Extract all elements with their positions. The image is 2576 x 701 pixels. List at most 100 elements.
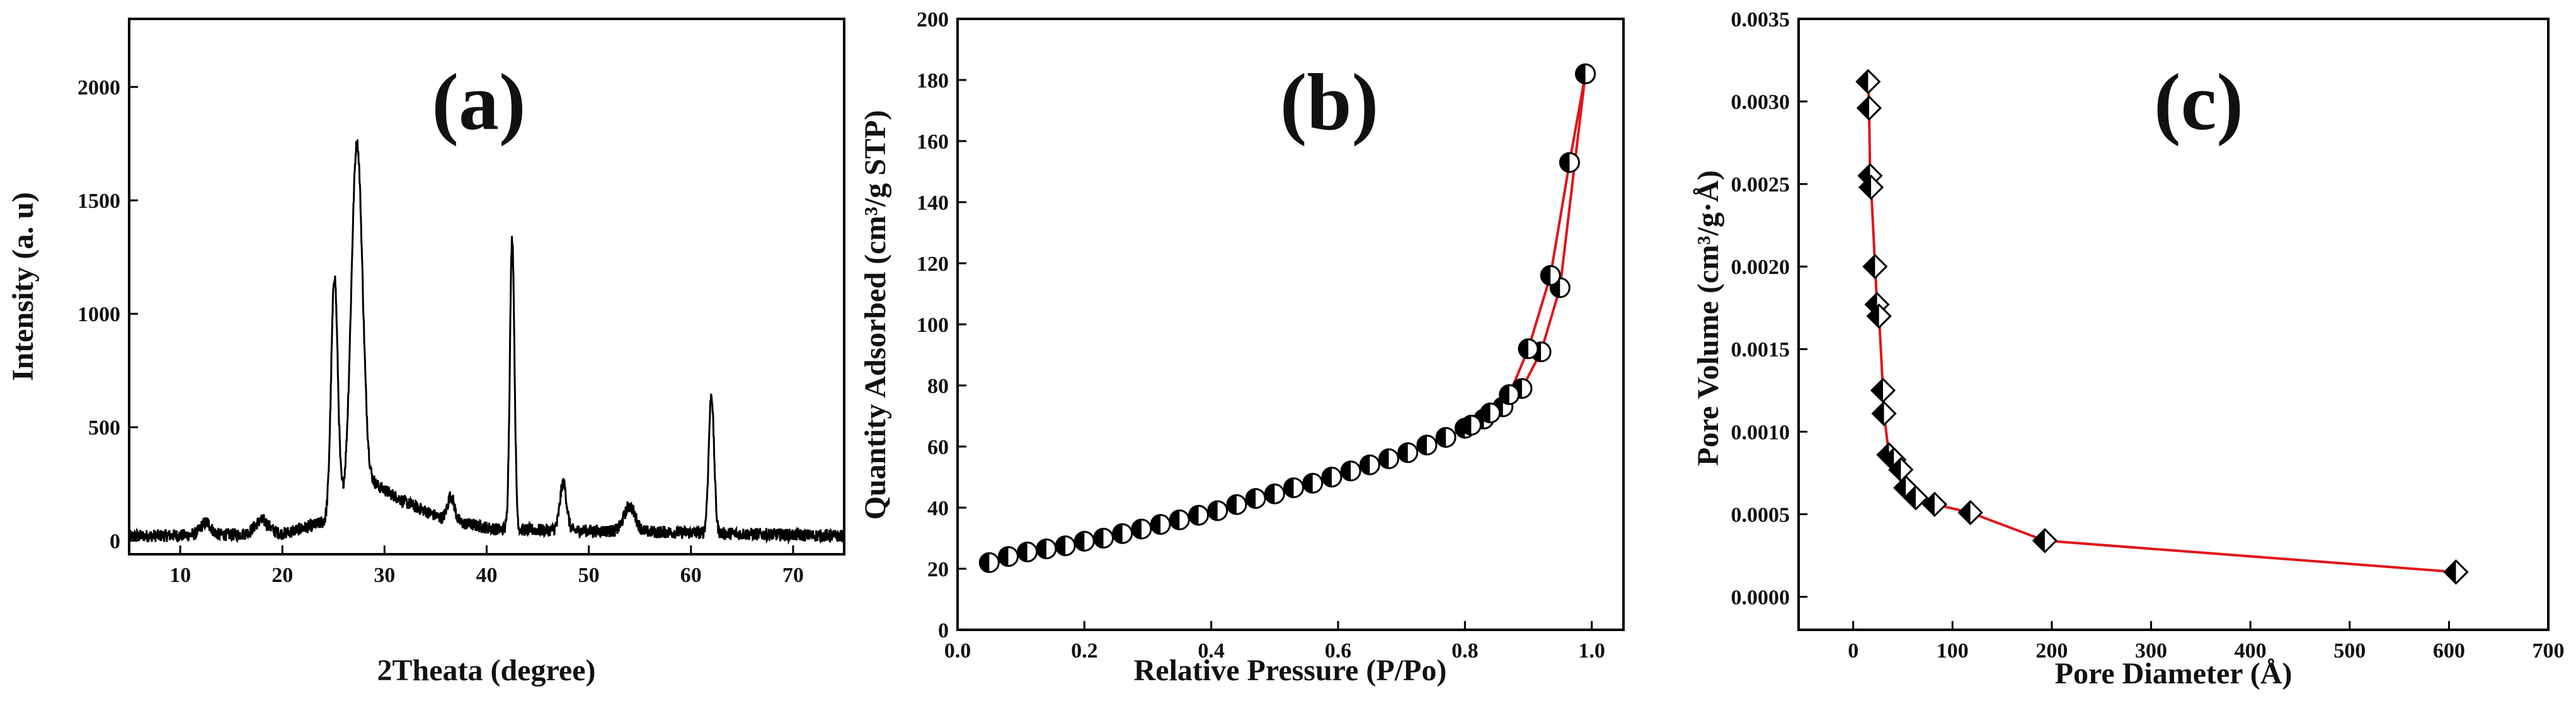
pore-distribution-markers: [1855, 69, 2469, 585]
x-tick-label: 100: [1937, 639, 1969, 663]
panel-c-series: [1855, 69, 2469, 585]
adsorption-point: [1302, 472, 1324, 494]
panel-b-label: (b): [1280, 57, 1378, 147]
pore-point: [1870, 377, 1896, 403]
x-tick-label: 0.6: [1325, 639, 1352, 663]
adsorption-point: [1093, 528, 1114, 549]
panel-a-y-axis-label: Intensity (a. u): [6, 192, 40, 381]
desorption-point: [1540, 265, 1561, 286]
panel-a-ticks: [129, 86, 794, 554]
x-tick-label: 60: [680, 564, 702, 587]
adsorption-point: [1131, 518, 1152, 540]
x-tick-label: 300: [2135, 639, 2167, 663]
adsorption-point: [1073, 530, 1095, 552]
y-tick-label: 2000: [77, 76, 120, 100]
pore-point: [1921, 491, 1948, 517]
adsorption-point: [1036, 538, 1057, 559]
x-tick-label: 200: [2035, 639, 2068, 663]
x-tick-label: 0.8: [1451, 639, 1479, 663]
adsorption-point: [1207, 500, 1228, 521]
x-tick-label: 0: [1848, 639, 1858, 663]
pore-point: [1903, 485, 1929, 511]
y-tick-label: 500: [88, 416, 120, 440]
pore-point: [2443, 559, 2469, 585]
y-tick-label: 1500: [77, 190, 120, 213]
panel-c: 0 100 200 300 400 500 600 700 0.0000 0.0005 0.0010…: [1692, 8, 2565, 690]
desorption-point: [1499, 384, 1520, 406]
x-tick-label: 700: [2533, 639, 2565, 663]
x-tick-label: 1.0: [1578, 639, 1605, 663]
y-tick-label: 0.0015: [1731, 338, 1790, 362]
pore-point: [1866, 303, 1892, 329]
y-tick-label: 40: [927, 497, 949, 520]
adsorption-point: [1397, 442, 1419, 464]
adsorption-point: [978, 552, 1000, 573]
y-tick-label: 0.0025: [1731, 173, 1790, 197]
y-tick-label: 140: [917, 191, 949, 215]
pore-point: [1856, 95, 1882, 121]
panel-b-y-axis-label: Quantity Adsorbed (cm³/g STP): [859, 110, 892, 520]
desorption-markers: [1460, 63, 1596, 436]
adsorption-point: [1321, 467, 1342, 487]
pore-point: [1855, 69, 1881, 94]
panel-a: 10 20 30 40 50 60 70 0 500 1000 1500 2000 (a) 2Thea…: [6, 18, 845, 687]
panel-b-x-axis-label: Relative Pressure (P/Po): [1134, 654, 1447, 687]
x-tick-label: 70: [782, 564, 804, 587]
y-tick-label: 0.0035: [1731, 8, 1790, 31]
panel-a-label: (a): [432, 57, 525, 147]
y-tick-label: 160: [917, 130, 949, 154]
desorption-point: [1460, 414, 1482, 436]
adsorption-point: [1435, 426, 1457, 448]
y-tick-label: 0.0005: [1731, 503, 1790, 527]
panel-a-x-axis-label: 2Theata (degree): [377, 654, 595, 687]
panel-b-ticks: [956, 18, 1593, 631]
panel-c-tick-labels: 0 100 200 300 400 500 600 700 0.0000 0.0005 0.0010…: [1731, 8, 2565, 663]
y-tick-label: 0.0010: [1731, 421, 1790, 444]
adsorption-point: [1245, 487, 1266, 509]
pore-point: [1858, 174, 1884, 200]
x-tick-label: 0.4: [1198, 639, 1225, 663]
adsorption-point: [1055, 535, 1076, 557]
pore-point: [1871, 401, 1897, 426]
y-tick-label: 0: [110, 530, 120, 553]
x-tick-label: 400: [2235, 639, 2267, 663]
x-tick-label: 40: [476, 564, 498, 587]
y-tick-label: 1000: [77, 303, 120, 326]
adsorption-point: [1283, 477, 1305, 498]
panel-c-y-axis-label: Pore Volume (cm³/g·Å): [1692, 170, 1725, 465]
y-tick-label: 80: [927, 375, 949, 398]
adsorption-point: [1150, 514, 1171, 535]
desorption-point: [1480, 402, 1501, 424]
y-tick-label: 20: [927, 558, 949, 581]
adsorption-point: [1359, 454, 1380, 476]
adsorption-point: [1188, 504, 1210, 526]
desorption-line: [1470, 73, 1587, 426]
x-tick-label: 600: [2433, 639, 2465, 663]
y-tick-label: 60: [927, 436, 949, 459]
y-tick-label: 100: [917, 314, 949, 337]
x-tick-label: 30: [374, 564, 395, 587]
y-tick-label: 120: [917, 253, 949, 276]
panel-b-series: [978, 63, 1596, 573]
panel-b-tick-labels: 0.0 0.2 0.4 0.6 0.8 1.0 0 20 40 60 80 100 120 140 160 1…: [917, 8, 1605, 663]
pore-point: [1957, 499, 1983, 525]
x-tick-label: 0.2: [1071, 639, 1098, 663]
adsorption-point: [1169, 509, 1190, 530]
desorption-point: [1575, 63, 1596, 84]
y-tick-label: 0.0000: [1731, 586, 1790, 609]
panel-a-tick-labels: 10 20 30 40 50 60 70 0 500 1000 1500 2000: [77, 76, 804, 587]
y-tick-label: 200: [917, 8, 949, 31]
y-tick-label: 0.0030: [1731, 91, 1790, 114]
x-tick-label: 500: [2333, 639, 2366, 663]
adsorption-point: [1264, 483, 1285, 504]
pore-point: [1862, 254, 1888, 280]
adsorption-point: [1226, 494, 1247, 515]
desorption-point: [1518, 338, 1539, 360]
y-tick-label: 0.0020: [1731, 256, 1790, 279]
x-tick-label: 50: [578, 564, 600, 587]
panel-c-label: (c): [2154, 57, 2243, 147]
x-tick-label: 20: [272, 564, 293, 587]
panel-c-axes-frame: [1797, 18, 2550, 631]
x-tick-label: 10: [169, 564, 191, 587]
